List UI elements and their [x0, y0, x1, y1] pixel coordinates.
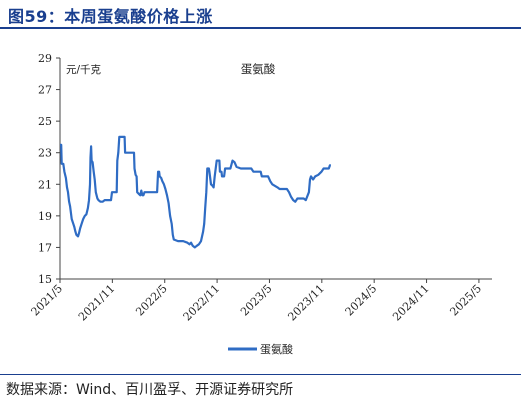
y-tick-label: 29 [38, 52, 52, 65]
footer-rule [0, 374, 521, 375]
y-tick-label: 25 [38, 115, 52, 128]
y-tick-label: 23 [38, 147, 52, 160]
y-tick-label: 19 [38, 210, 52, 223]
x-tick-label: 2024/11 [390, 282, 432, 324]
y-tick-label: 27 [38, 84, 52, 97]
x-axis-ticks: 2021/5 2021/11 2022/5 2022/11 2023/5 2023/11 2… [29, 279, 484, 323]
y-tick-label: 21 [38, 178, 52, 191]
y-tick-label: 17 [38, 241, 52, 254]
y-axis-unit: 元/千克 [66, 64, 102, 76]
x-tick-label: 2023/11 [285, 282, 327, 324]
line-chart: 15 17 19 21 23 25 27 29 2021/5 2021/11 2022/5 2022… [29, 52, 492, 356]
x-tick-label: 2021/11 [76, 282, 118, 324]
x-tick-label: 2022/5 [133, 282, 170, 319]
x-tick-label: 2021/5 [29, 282, 66, 319]
source-note: 数据来源：Wind、百川盈孚、开源证券研究所 [6, 382, 294, 398]
legend: 蛋氨酸 [228, 342, 293, 356]
chart-title: 蛋氨酸 [241, 62, 276, 76]
x-tick-label: 2025/5 [447, 282, 484, 319]
title-rule [0, 27, 521, 29]
y-axis-ticks: 15 17 19 21 23 25 27 29 [38, 52, 60, 286]
x-tick-label: 2024/5 [343, 282, 380, 319]
legend-label: 蛋氨酸 [260, 342, 293, 356]
series-group [60, 135, 331, 249]
y-tick-label: 15 [38, 273, 52, 286]
figure-title: 图59：本周蛋氨酸价格上涨 [8, 7, 213, 26]
series-line-0 [60, 135, 331, 249]
chart-axes [59, 58, 492, 280]
x-tick-label: 2022/11 [181, 282, 223, 324]
x-tick-label: 2023/5 [238, 282, 275, 319]
